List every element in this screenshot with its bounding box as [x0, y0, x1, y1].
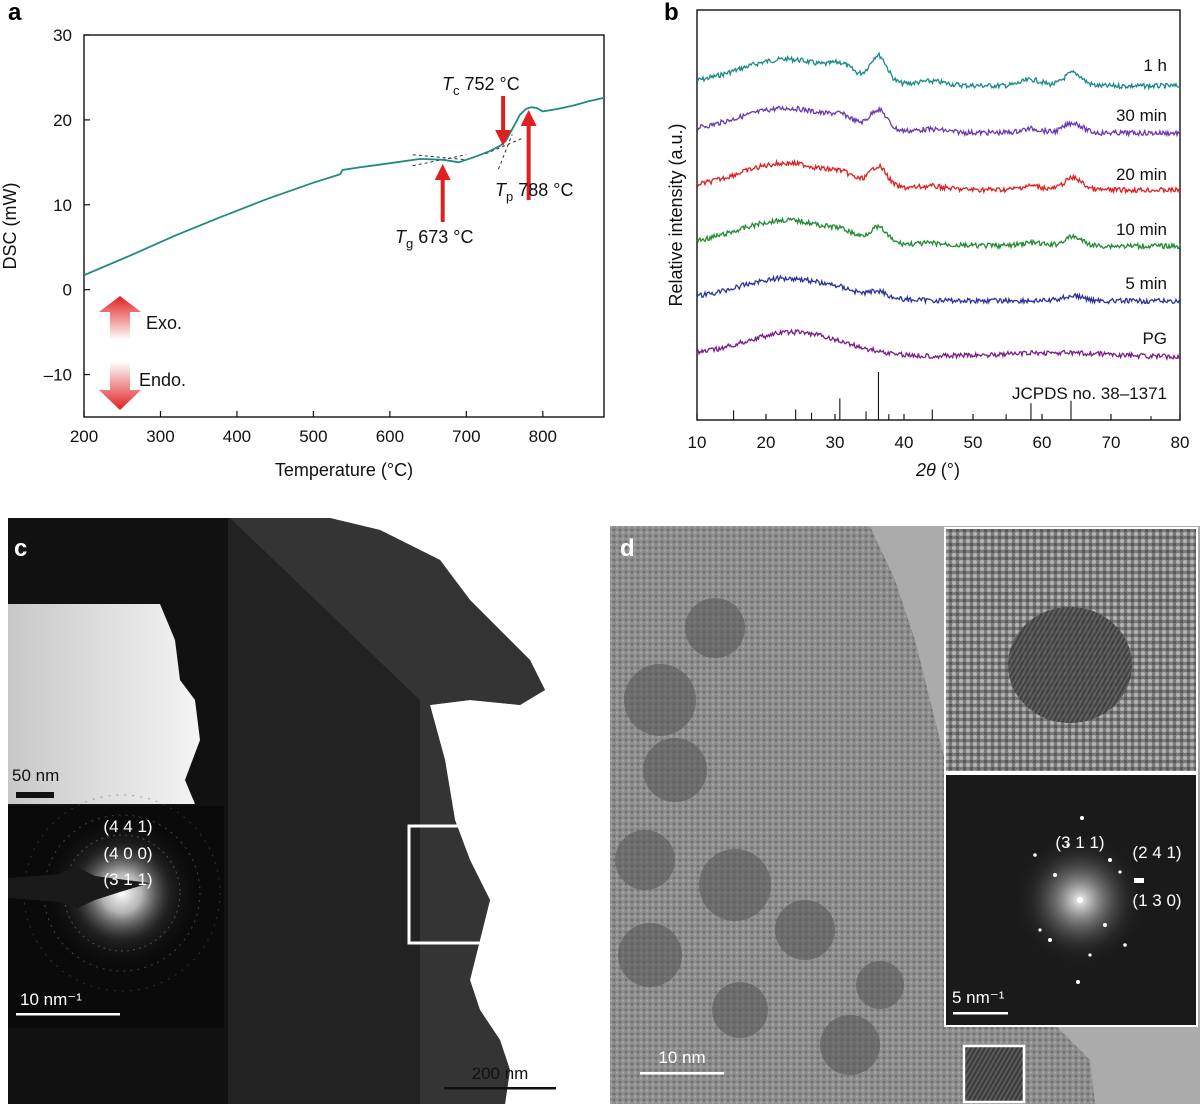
- dsc-x-tick-label: 400: [223, 427, 251, 446]
- panel-label-c: c: [14, 535, 27, 562]
- panel-label-d: d: [620, 535, 635, 562]
- dsc-x-axis-title: Temperature (°C): [275, 460, 413, 480]
- lattice-inset: [944, 527, 1198, 773]
- dsc-x-tick-label: 300: [146, 427, 174, 446]
- particle-edge-gradient: [230, 518, 545, 1104]
- diffraction-scale-label: 10 nm⁻¹: [20, 990, 82, 1009]
- xrd-x-tick-label: 60: [1033, 433, 1052, 452]
- tg-tangent: [412, 154, 467, 161]
- xrd-x-tick-label: 50: [964, 433, 983, 452]
- fft-label-241: (2 4 1): [1132, 843, 1181, 862]
- jcpds-label: JCPDS no. 38–1371: [1012, 384, 1167, 403]
- dsc-y-axis-title: DSC (mW): [0, 183, 20, 270]
- tc-label: Tc 752 °C: [442, 74, 520, 98]
- dsc-curve: [83, 96, 605, 277]
- xrd-x-tick-label: 40: [895, 433, 914, 452]
- fft-scale-bar: [953, 1012, 1008, 1015]
- main-scale-label-c: 200 nm: [472, 1064, 529, 1083]
- xrd-trace-label: 5 min: [1125, 274, 1167, 293]
- tc-tangent: [485, 137, 524, 155]
- xrd-x-tick-label: 10: [688, 433, 707, 452]
- inset-scale-label: 50 nm: [12, 766, 59, 785]
- dsc-x-tick-label: 500: [299, 427, 327, 446]
- xrd-x-tick-label: 80: [1171, 433, 1190, 452]
- xrd-trace-label: 1 h: [1143, 56, 1167, 75]
- dsc-plot-area: [83, 34, 605, 418]
- main-scale-bar-c: [444, 1087, 556, 1090]
- dsc-x-axis: 200 300 400 500 600 700 800: [70, 411, 557, 446]
- tg-label: Tg 673 °C: [395, 227, 473, 251]
- beam-stop: [8, 866, 150, 908]
- diffraction-scale-bar: [16, 1013, 120, 1016]
- xrd-y-axis-title: Relative intensity (a.u.): [666, 123, 686, 306]
- dsc-y-tick-label: –10: [44, 366, 72, 385]
- inset-scale-bar: [16, 792, 54, 798]
- exo-endo-legend: Exo. Endo.: [99, 296, 186, 410]
- xrd-plot-area: [696, 9, 1181, 421]
- fft-label-311: (3 1 1): [1055, 833, 1104, 852]
- dsc-y-tick-label: 10: [53, 196, 72, 215]
- fft-label-130: (1 3 0): [1132, 891, 1181, 910]
- xrd-x-tick-label: 70: [1102, 433, 1121, 452]
- exo-label: Exo.: [146, 313, 182, 333]
- exo-arrow-icon: [99, 296, 141, 340]
- dsc-y-tick-label: 30: [53, 26, 72, 45]
- jcpds-reference-lines: [733, 372, 1152, 420]
- tp-label: Tp 788 °C: [495, 180, 573, 204]
- dsc-x-tick-label: 700: [452, 427, 480, 446]
- tc-tangent: [498, 134, 513, 170]
- xrd-trace-30-min: [696, 105, 1181, 138]
- dsc-x-tick-label: 200: [70, 427, 98, 446]
- xrd-trace-label: 10 min: [1116, 220, 1167, 239]
- xrd-trace-label: 20 min: [1116, 165, 1167, 184]
- diffraction-inset: (4 4 1) (4 0 0) (3 1 1) 10 nm⁻¹: [8, 794, 224, 1028]
- panel-b: b 1 h 30 min 20 min 10 min 5 min PG JCPDS no.…: [664, 0, 1189, 480]
- panel-label-b: b: [664, 0, 679, 26]
- dsc-y-tick-label: 0: [63, 281, 72, 300]
- xrd-trace-labels: 1 h 30 min 20 min 10 min 5 min PG: [1116, 56, 1167, 348]
- panel-a: a 30 20 10 0 –10 200 300 400 500 600 700 800 Tempe…: [0, 0, 605, 480]
- fft-spots: [1033, 816, 1127, 984]
- xrd-trace-20-min: [696, 158, 1181, 195]
- xrd-trace-label: PG: [1142, 329, 1167, 348]
- main-scale-bar-d: [640, 1072, 724, 1075]
- xrd-x-axis-title: 2θ (°): [915, 460, 960, 480]
- xrd-x-tick-label: 20: [757, 433, 776, 452]
- dsc-y-axis: 30 20 10 0 –10: [44, 26, 90, 385]
- dsc-x-tick-label: 600: [376, 427, 404, 446]
- diffraction-label-441: (4 4 1): [103, 817, 152, 836]
- fft-inset: (3 1 1) (2 4 1) (1 3 0) 5 nm⁻¹: [944, 773, 1198, 1027]
- selection-box-d: [962, 1044, 1026, 1104]
- endo-arrow-icon: [99, 362, 141, 410]
- dark-nanocrystals: [615, 598, 904, 1075]
- xrd-traces: [696, 51, 1181, 361]
- dsc-annotations: Tc 752 °C Tp 788 °C Tg 673 °C: [395, 74, 573, 251]
- xrd-trace-5-min: [696, 274, 1181, 306]
- panel-c-micrograph: 50 nm (4 4 1) (4 0 0) (3 1 1) 10 nm⁻¹ 20…: [8, 518, 595, 1104]
- main-scale-label-d: 10 nm: [658, 1048, 705, 1067]
- xrd-x-tick-label: 30: [826, 433, 845, 452]
- xrd-trace-label: 30 min: [1116, 106, 1167, 125]
- diffraction-label-311: (3 1 1): [103, 870, 152, 889]
- xrd-x-axis: 10 20 30 40 50 60 70 80: [688, 414, 1190, 452]
- panel-label-a: a: [8, 0, 22, 26]
- xrd-trace-PG: [696, 328, 1181, 361]
- dsc-x-tick-label: 800: [529, 427, 557, 446]
- xrd-trace-10-min: [696, 216, 1181, 251]
- selection-box: [407, 824, 523, 945]
- dsc-y-tick-label: 20: [53, 111, 72, 130]
- diffraction-label-400: (4 0 0): [103, 844, 152, 863]
- xrd-trace-1-h: [696, 51, 1181, 91]
- fft-marker: [1134, 878, 1144, 883]
- panel-d-micrograph: (3 1 1) (2 4 1) (1 3 0) 5 nm⁻¹ 10 nm d: [610, 526, 1200, 1104]
- endo-label: Endo.: [139, 370, 186, 390]
- fft-scale-label: 5 nm⁻¹: [952, 988, 1005, 1007]
